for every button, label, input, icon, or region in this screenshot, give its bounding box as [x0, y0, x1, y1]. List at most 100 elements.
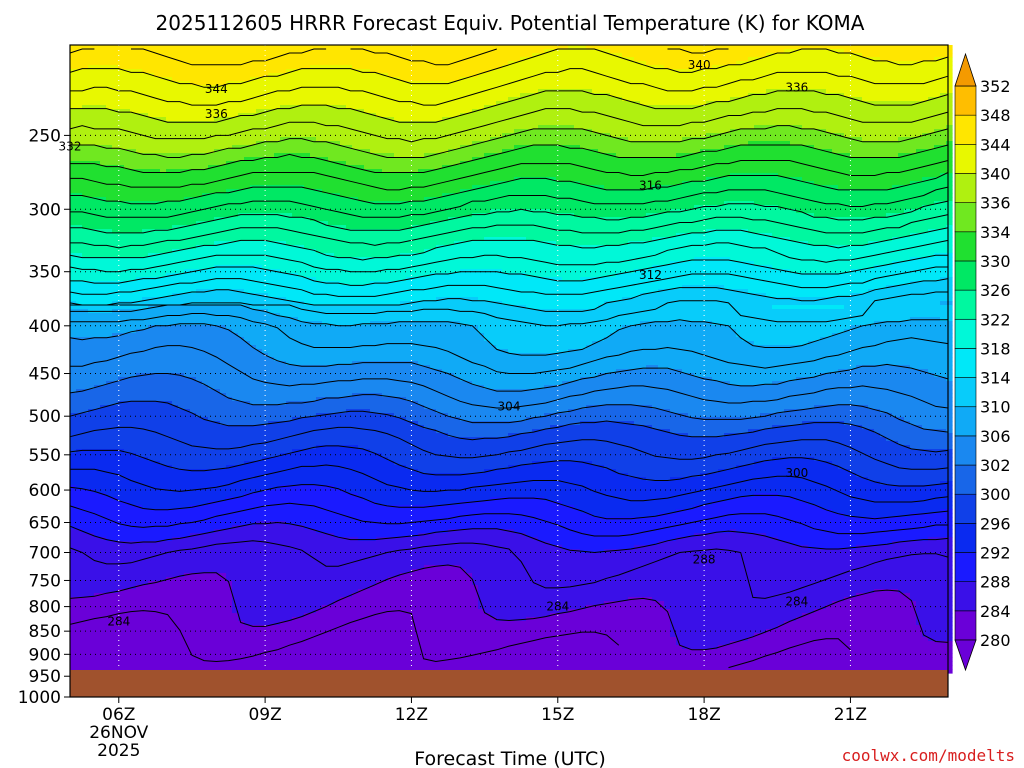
field-cell [94, 53, 101, 58]
field-cell [214, 557, 221, 562]
field-cell [82, 589, 89, 594]
field-cell [124, 345, 131, 350]
field-cell [160, 141, 167, 146]
field-cell [226, 469, 233, 474]
field-cell [214, 617, 221, 622]
field-cell [166, 61, 173, 66]
field-cell [238, 353, 245, 358]
field-cell [112, 273, 119, 278]
field-cell [76, 201, 83, 206]
field-cell [190, 441, 197, 446]
field-cell [154, 501, 161, 506]
field-cell [76, 353, 83, 358]
field-cell [160, 129, 167, 134]
field-cell [124, 641, 131, 646]
field-cell [142, 533, 149, 538]
field-cell [214, 257, 221, 262]
field-cell [130, 369, 137, 374]
field-cell [118, 461, 125, 466]
field-cell [112, 601, 119, 606]
field-cell [136, 209, 143, 214]
field-cell [214, 385, 221, 390]
field-cell [100, 557, 107, 562]
field-cell [148, 641, 155, 646]
field-cell [82, 341, 89, 346]
field-cell [130, 345, 137, 350]
field-cell [226, 565, 233, 570]
field-cell [118, 641, 125, 646]
field-cell [166, 593, 173, 598]
field-cell [190, 625, 197, 630]
field-cell [100, 177, 107, 182]
field-cell [226, 333, 233, 338]
field-cell [238, 77, 245, 82]
field-cell [196, 437, 203, 442]
field-cell [190, 329, 197, 334]
field-cell [130, 513, 137, 518]
field-cell [154, 413, 161, 418]
field-cell [202, 401, 209, 406]
field-cell [130, 441, 137, 446]
field-cell [166, 173, 173, 178]
field-cell [196, 409, 203, 414]
field-cell [82, 249, 89, 254]
field-cell [184, 349, 191, 354]
field-cell [112, 61, 119, 66]
field-cell [112, 45, 119, 50]
field-cell [142, 161, 149, 166]
field-cell [166, 289, 173, 294]
field-cell [112, 93, 119, 98]
field-cell [130, 469, 137, 474]
field-cell [76, 377, 83, 382]
field-cell [82, 397, 89, 402]
field-cell [154, 561, 161, 566]
field-cell [184, 241, 191, 246]
field-cell [112, 221, 119, 226]
field-cell [106, 449, 113, 454]
field-cell [202, 561, 209, 566]
field-cell [100, 185, 107, 190]
field-cell [130, 221, 137, 226]
field-cell [184, 557, 191, 562]
field-cell [226, 457, 233, 462]
field-cell [130, 421, 137, 426]
field-cell [220, 573, 227, 578]
field-cell [124, 253, 131, 258]
field-cell [112, 173, 119, 178]
field-cell [76, 273, 83, 278]
field-cell [112, 665, 119, 670]
field-cell [256, 145, 263, 150]
field-cell [106, 265, 113, 270]
field-cell [130, 137, 137, 142]
field-cell [214, 621, 221, 626]
field-cell [196, 665, 203, 670]
field-cell [232, 149, 239, 154]
field-cell [142, 613, 149, 618]
field-cell [130, 273, 137, 278]
field-cell [130, 573, 137, 578]
field-cell [70, 529, 77, 534]
field-cell [244, 333, 251, 338]
field-cell [118, 349, 125, 354]
field-cell [94, 625, 101, 630]
field-cell [88, 289, 95, 294]
field-cell [244, 165, 251, 170]
field-cell [172, 649, 179, 654]
field-cell [130, 389, 137, 394]
field-cell [172, 353, 179, 358]
field-cell [112, 193, 119, 198]
field-cell [244, 557, 251, 562]
field-cell [226, 561, 233, 566]
field-cell [160, 505, 167, 510]
field-cell [94, 425, 101, 430]
field-cell [154, 309, 161, 314]
field-cell [88, 645, 95, 650]
field-cell [244, 241, 251, 246]
field-cell [232, 97, 239, 102]
field-cell [226, 157, 233, 162]
field-cell [202, 665, 209, 670]
field-cell [226, 477, 233, 482]
field-cell [238, 561, 245, 566]
field-cell [130, 485, 137, 490]
field-cell [88, 441, 95, 446]
